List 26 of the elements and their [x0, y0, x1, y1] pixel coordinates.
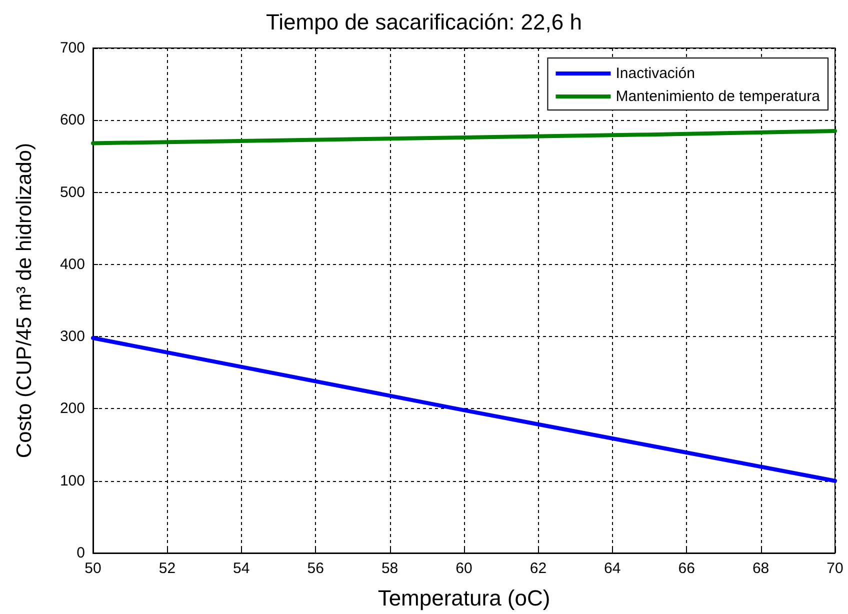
y-tick-label: 100: [60, 472, 85, 490]
x-tick-label: 50: [84, 560, 102, 577]
y-axis-title: Costo (CUP/45 m³ de hidrolizado): [13, 142, 36, 458]
x-tick-label: 70: [826, 560, 844, 577]
line-series: [91, 128, 837, 146]
x-tick-label: 66: [678, 560, 695, 577]
legend-label: Mantenimiento de temperatura: [616, 88, 821, 105]
line-series: [91, 336, 837, 483]
y-tick-label: 300: [60, 328, 85, 346]
y-tick-label: 600: [60, 112, 85, 129]
x-tick-label: 52: [158, 560, 176, 577]
x-tick-label: 60: [456, 560, 472, 577]
x-axis-title: Temperatura (oC): [378, 586, 550, 610]
x-tick-label: 64: [604, 560, 621, 577]
y-tick-label: 500: [60, 184, 85, 201]
x-tick-label: 54: [233, 560, 250, 577]
legend-label: Inactivación: [616, 65, 695, 82]
chart-title: Tiempo de sacarificación: 22,6 h: [266, 10, 582, 34]
y-tick-label: 200: [60, 400, 85, 418]
x-tick-label: 62: [530, 560, 547, 577]
y-tick-label: 700: [60, 40, 85, 56]
x-tick-label: 68: [752, 560, 770, 577]
x-tick-label: 58: [381, 560, 398, 577]
x-tick-label: 56: [307, 560, 324, 577]
y-tick-label: 400: [60, 256, 85, 273]
y-tick-label: 0: [76, 544, 85, 562]
